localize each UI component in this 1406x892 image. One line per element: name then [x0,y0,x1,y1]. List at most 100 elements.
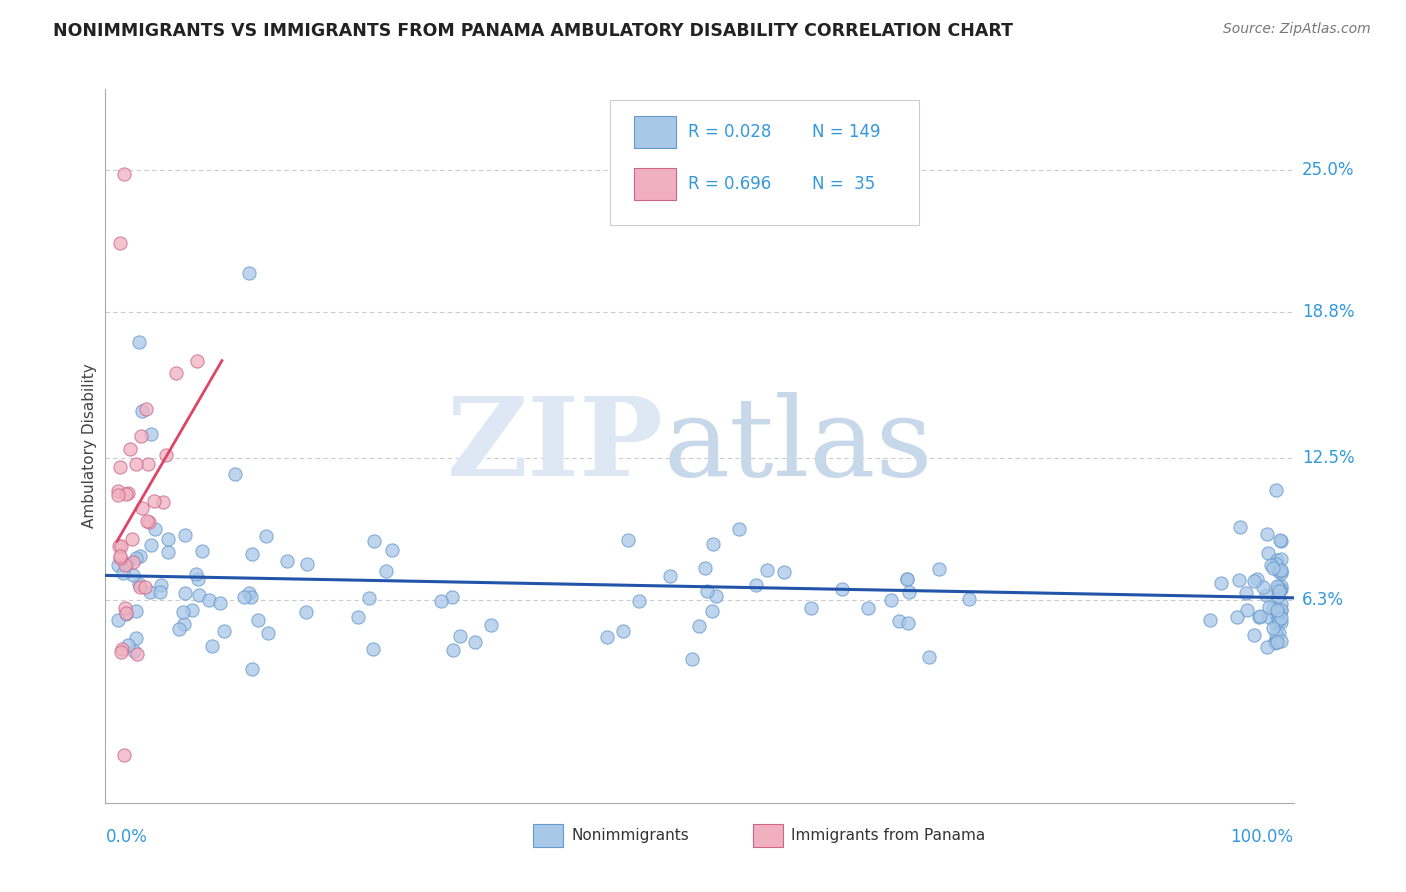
Point [1270,582,1292,596]
Point [831,582,853,596]
Point [856,601,879,615]
Point [169,622,191,636]
Point [142,493,165,508]
Point [1270,563,1292,577]
Point [135,402,157,417]
Point [1267,590,1289,604]
Point [139,427,162,442]
Point [238,266,260,280]
Text: 18.8%: 18.8% [1302,303,1354,321]
Point [1258,600,1281,615]
Point [1267,580,1289,594]
Point [1270,611,1292,625]
Point [112,747,135,762]
Text: R = 0.696: R = 0.696 [688,175,770,193]
Point [117,638,139,652]
Point [1265,627,1288,641]
Text: Source: ZipAtlas.com: Source: ZipAtlas.com [1223,22,1371,37]
Point [232,590,254,604]
Text: Immigrants from Panama: Immigrants from Panama [792,828,986,843]
Text: R = 0.028: R = 0.028 [688,123,770,141]
Point [187,572,209,586]
Point [115,487,138,501]
Point [117,486,139,500]
Y-axis label: Ambulatory Disability: Ambulatory Disability [82,364,97,528]
Point [928,561,950,575]
Point [1270,579,1292,593]
Point [240,590,263,604]
Point [449,629,471,643]
Point [688,619,710,633]
Point [1270,615,1292,629]
Point [464,635,486,649]
Point [184,567,207,582]
Point [773,565,796,579]
Point [1267,611,1289,625]
Point [1198,613,1220,627]
Point [125,550,148,565]
Text: 0.0%: 0.0% [105,828,148,846]
Point [1263,561,1285,575]
Point [696,584,718,599]
Text: 6.3%: 6.3% [1302,591,1344,609]
FancyBboxPatch shape [533,824,562,847]
Point [127,648,149,662]
Point [1270,598,1292,612]
Text: N = 149: N = 149 [813,123,880,141]
Point [1243,574,1265,588]
Point [896,572,918,586]
Point [1249,608,1271,623]
Point [1246,572,1268,586]
Point [1268,533,1291,547]
Point [128,335,150,350]
Point [115,607,138,622]
Point [247,613,270,627]
Text: NONIMMIGRANTS VS IMMIGRANTS FROM PANAMA AMBULATORY DISABILITY CORRELATION CHART: NONIMMIGRANTS VS IMMIGRANTS FROM PANAMA … [53,22,1014,40]
Point [122,644,145,658]
Point [479,617,502,632]
Point [150,577,173,591]
Point [138,515,160,529]
Point [898,585,921,599]
Point [745,578,768,592]
Point [896,572,918,586]
Point [361,642,384,657]
Point [114,606,136,620]
Point [700,604,723,618]
Point [617,533,640,548]
Point [173,617,195,632]
Point [110,645,132,659]
Point [111,642,134,657]
Point [1264,633,1286,648]
Point [1265,616,1288,631]
Point [112,167,135,181]
Text: Nonimmigrants: Nonimmigrants [571,828,689,843]
Point [110,549,132,564]
Point [1256,588,1278,602]
Point [1270,603,1292,617]
Point [149,584,172,599]
Point [188,588,211,602]
Point [440,590,463,604]
Point [1264,483,1286,497]
Point [1209,575,1232,590]
Point [114,600,136,615]
Point [156,544,179,558]
Point [1229,520,1251,534]
Point [110,460,132,475]
Point [139,584,162,599]
Point [238,586,260,600]
Point [117,558,139,572]
Point [1265,603,1288,617]
Point [1268,564,1291,578]
Point [1270,583,1292,598]
Point [1270,603,1292,617]
Point [131,500,153,515]
Point [1265,558,1288,572]
Point [1257,546,1279,560]
Point [128,577,150,591]
Point [1267,578,1289,592]
Point [155,448,177,462]
Point [957,591,980,606]
Point [157,532,180,546]
